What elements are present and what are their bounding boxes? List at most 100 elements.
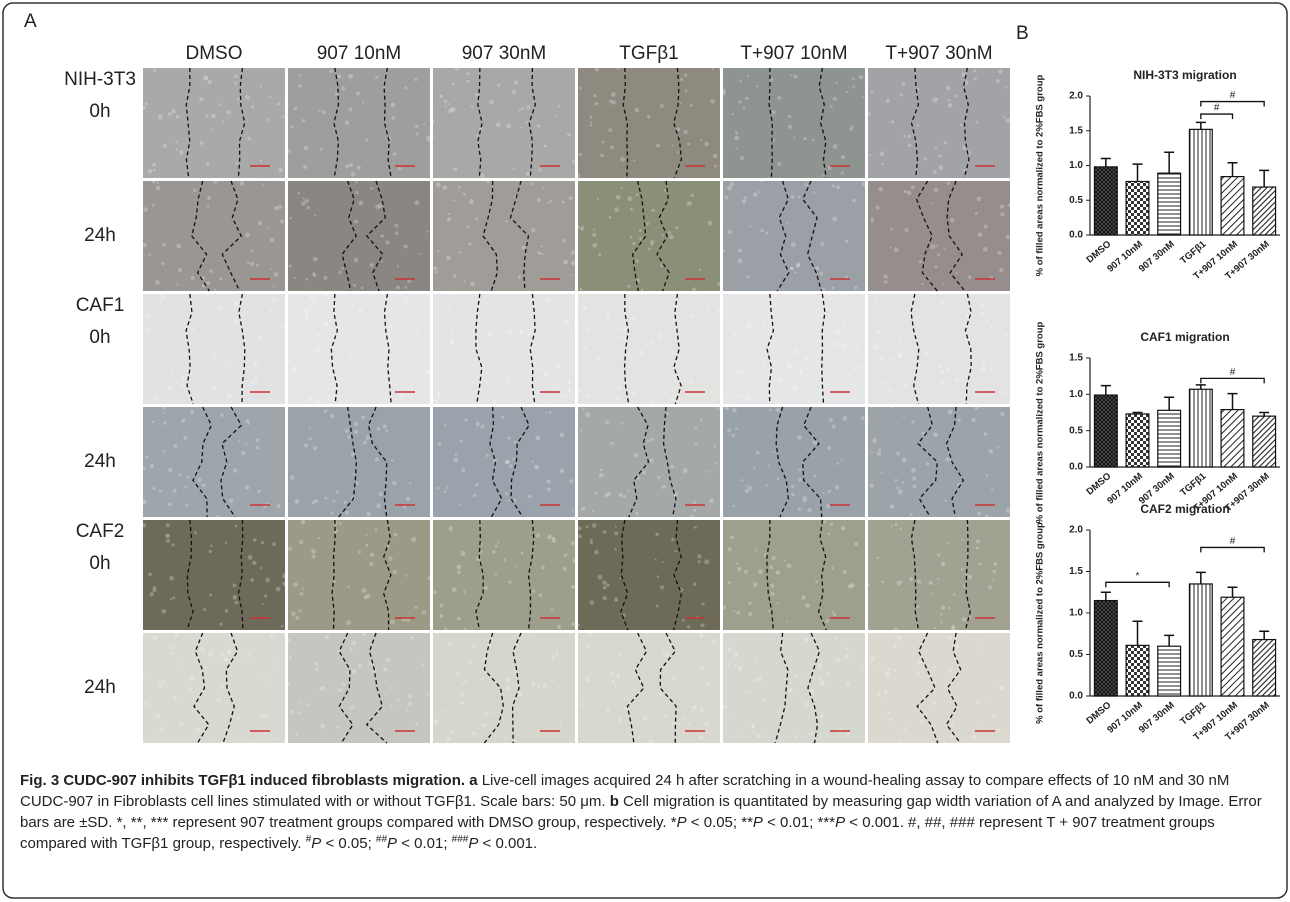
cell-texture [721,91,726,96]
cell-texture [207,196,211,200]
cell-texture [616,195,621,200]
cell-texture [190,410,194,414]
cell-texture [208,652,213,657]
cell-texture [786,222,788,224]
cell-texture [723,249,726,252]
cell-texture [883,382,887,386]
cell-texture [313,299,317,303]
cell-texture [890,504,894,508]
cell-texture [887,711,890,714]
cell-texture [684,130,688,134]
cell-texture [282,116,285,119]
cell-texture [415,132,418,135]
cell-texture [778,379,782,383]
cell-texture [253,538,256,541]
cell-texture [248,555,253,560]
cell-texture [804,703,808,707]
cell-texture [181,375,185,379]
cell-texture [206,281,210,285]
y-axis-label: % of filled areas normalized to 2%FBS gr… [1035,74,1046,276]
cell-texture [933,702,936,705]
cell-texture [901,481,904,484]
cell-texture [976,121,979,124]
cell-texture [206,295,209,298]
cell-texture [254,377,258,381]
cell-texture [159,490,162,493]
cell-texture [552,538,557,543]
cell-texture [291,611,296,616]
cell-texture [213,398,215,400]
cell-texture [237,716,241,720]
cell-texture [732,113,734,115]
cell-texture [832,286,835,289]
cell-texture [250,578,254,582]
cell-texture [256,438,260,442]
cell-texture [163,450,166,453]
cell-texture [669,235,674,240]
cell-texture [548,201,550,203]
cell-texture [336,490,339,493]
cell-texture [363,441,367,445]
cell-texture [313,273,317,277]
cell-texture [979,651,981,653]
cell-texture [305,199,309,203]
cell-texture [464,280,466,282]
cell-texture [657,476,660,479]
cell-texture [463,591,466,594]
cell-texture [331,512,334,515]
cell-texture [794,75,798,79]
cell-texture [351,303,353,305]
cell-texture [660,585,664,589]
cell-texture [622,327,627,332]
cell-texture [496,122,501,127]
cell-texture [992,714,995,717]
cell-texture [827,446,831,450]
cell-texture [836,330,840,334]
cell-texture [173,697,177,701]
cell-texture [426,693,429,696]
cell-texture [878,671,880,673]
cell-texture [757,676,761,680]
cell-texture [152,487,155,490]
cell-texture [506,678,511,683]
x-tick-label: 907 30nM [1137,239,1177,275]
cell-texture [383,424,387,428]
cell-texture [924,157,927,160]
cell-texture [974,77,977,80]
cell-texture [849,360,851,362]
cell-texture [801,595,805,599]
cell-texture [391,704,394,707]
cell-texture [152,588,156,592]
cell-texture [235,75,238,78]
cell-texture [655,532,659,536]
cell-texture [467,226,470,229]
column-header: 907 10nM [317,43,402,64]
cell-texture [146,313,150,317]
cell-texture [271,268,273,270]
cell-texture [756,657,759,660]
cell-texture [145,455,148,458]
cell-texture [692,705,697,710]
cell-texture [152,204,154,206]
cell-texture [749,225,751,227]
cell-texture [311,549,316,554]
cell-texture [905,228,909,232]
cell-texture [776,408,780,412]
cell-texture [450,340,454,344]
cell-texture [162,243,166,247]
cell-texture [501,416,504,419]
cell-texture [267,227,269,229]
cell-texture [427,294,430,297]
cell-texture [902,458,907,463]
cell-texture [269,634,273,638]
caption-text: P [835,814,845,831]
cell-texture [329,69,333,73]
cell-texture [804,357,809,362]
error-bar [1259,170,1269,187]
cell-texture [940,371,944,375]
cell-texture [529,635,531,637]
cell-texture [875,348,877,350]
cell-texture [520,298,523,301]
cell-texture [466,80,469,83]
cell-texture [819,681,824,686]
